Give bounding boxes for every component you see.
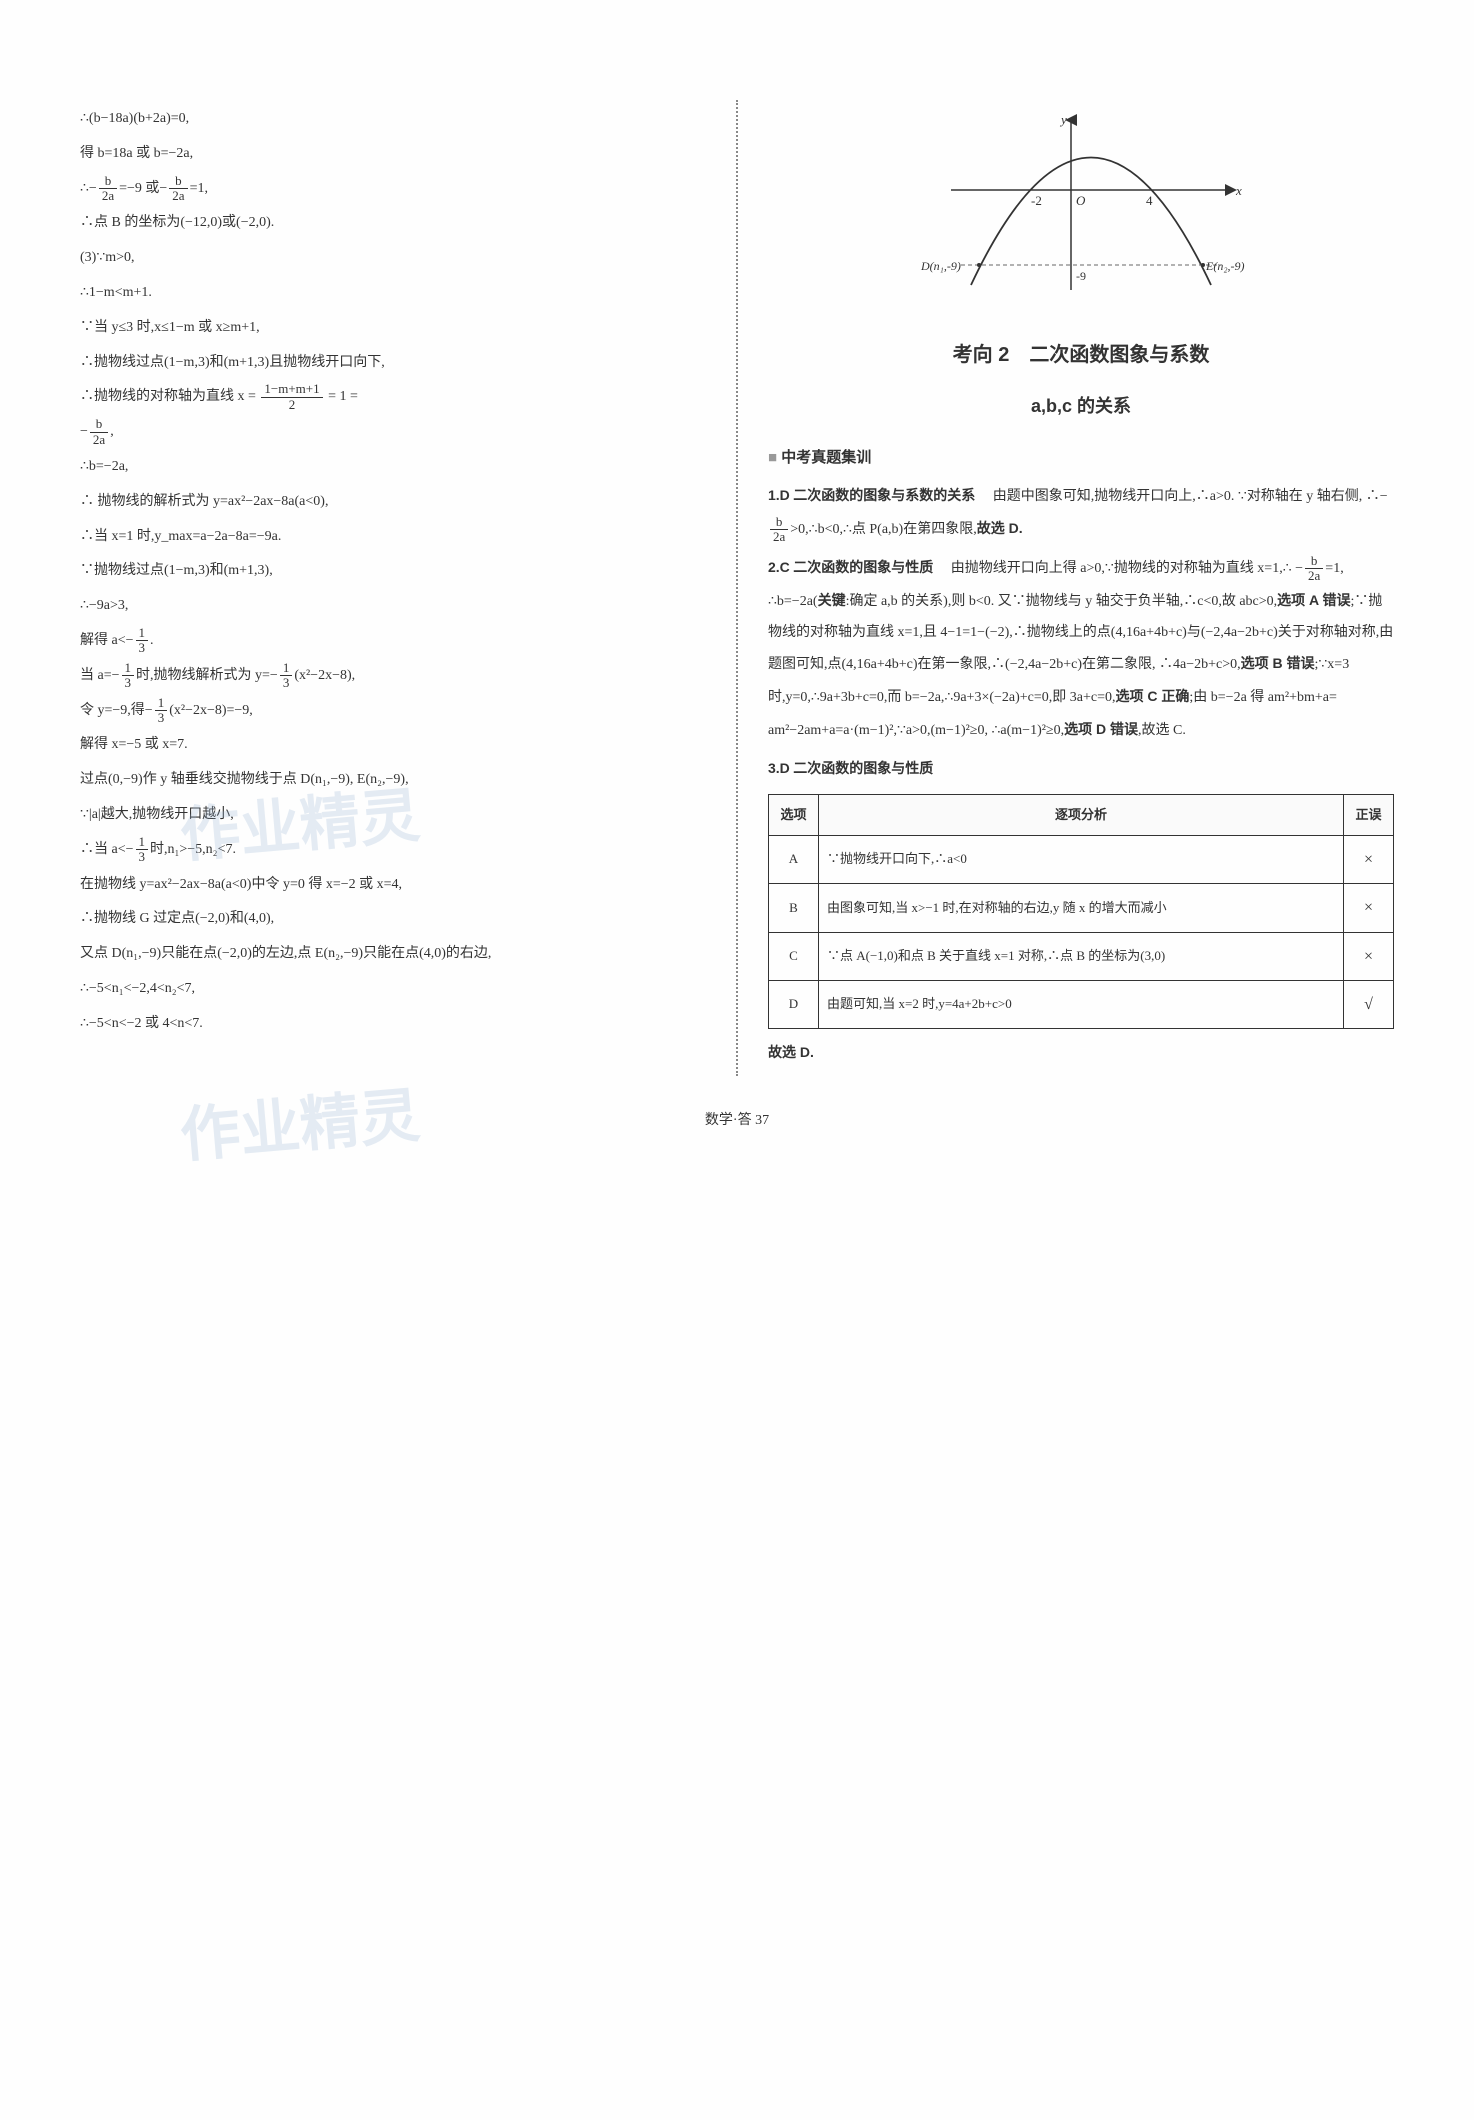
left-column: ∴(b−18a)(b+2a)=0, 得 b=18a 或 b=−2a, ∴−b2a…: [80, 100, 706, 1076]
table-header: 正误: [1344, 794, 1394, 836]
svg-text:-2: -2: [1031, 193, 1042, 208]
table-row: D 由题可知,当 x=2 时,y=4a+2b+c>0 √: [769, 980, 1394, 1028]
math-line: ∴点 B 的坐标为(−12,0)或(−2,0).: [80, 208, 706, 239]
table-header: 逐项分析: [819, 794, 1344, 836]
svg-text:4: 4: [1146, 193, 1153, 208]
page-footer: 数学·答 37: [80, 1106, 1394, 1137]
math-line: ∴ 抛物线的解析式为 y=ax²−2ax−8a(a<0),: [80, 487, 706, 518]
table-header: 选项: [769, 794, 819, 836]
svg-text:-9: -9: [1076, 269, 1086, 283]
math-line: −b2a,: [80, 417, 706, 448]
block-header: 中考真题集训: [768, 441, 1394, 474]
question-3: 3.D 二次函数的图象与性质: [768, 753, 1394, 786]
parabola-graph: -2 O 4 y x D(n₁,-9) -9 E(n₂,-9): [768, 110, 1394, 313]
math-line: 当 a=−13时,抛物线解析式为 y=−13(x²−2x−8),: [80, 661, 706, 692]
math-line: ∴1−m<m+1.: [80, 278, 706, 309]
math-line: ∴当 a<−13时,n₁>−5,n₂<7.: [80, 835, 706, 866]
math-line: 又点 D(n₁,−9)只能在点(−2,0)的左边,点 E(n₂,−9)只能在点(…: [80, 939, 706, 970]
math-line: ∴−5<n₁<−2,4<n₂<7,: [80, 974, 706, 1005]
math-line: ∴抛物线 G 过定点(−2,0)和(4,0),: [80, 904, 706, 935]
math-line: 解得 x=−5 或 x=7.: [80, 730, 706, 761]
math-line: (3)∵m>0,: [80, 243, 706, 274]
column-divider: [736, 100, 738, 1076]
math-line: ∴b=−2a,: [80, 452, 706, 483]
math-line: 过点(0,−9)作 y 轴垂线交抛物线于点 D(n₁,−9), E(n₂,−9)…: [80, 765, 706, 796]
section-subtitle: a,b,c 的关系: [768, 387, 1394, 427]
svg-text:D(n₁,-9): D(n₁,-9): [920, 259, 961, 273]
table-row: C ∵点 A(−1,0)和点 B 关于直线 x=1 对称,∴点 B 的坐标为(3…: [769, 932, 1394, 980]
math-line: ∴当 x=1 时,y_max=a−2a−8a=−9a.: [80, 522, 706, 553]
question-1: 1.D 二次函数的图象与系数的关系 由题中图象可知,抛物线开口向上,∴a>0. …: [768, 480, 1394, 546]
math-line: ∴抛物线过点(1−m,3)和(m+1,3)且抛物线开口向下,: [80, 348, 706, 379]
svg-text:E(n₂,-9): E(n₂,-9): [1205, 259, 1245, 273]
math-line: ∴(b−18a)(b+2a)=0,: [80, 104, 706, 135]
q3-conclusion: 故选 D.: [768, 1037, 1394, 1070]
table-row: B 由图象可知,当 x>−1 时,在对称轴的右边,y 随 x 的增大而减小 ×: [769, 884, 1394, 932]
math-line: ∵当 y≤3 时,x≤1−m 或 x≥m+1,: [80, 313, 706, 344]
math-line: 得 b=18a 或 b=−2a,: [80, 139, 706, 170]
svg-text:O: O: [1076, 193, 1086, 208]
math-line: ∵抛物线过点(1−m,3)和(m+1,3),: [80, 556, 706, 587]
math-line: 解得 a<−13.: [80, 626, 706, 657]
question-2: 2.C 二次函数的图象与性质 由抛物线开口向上得 a>0,∵抛物线的对称轴为直线…: [768, 552, 1394, 747]
svg-text:y: y: [1059, 112, 1067, 127]
right-column: -2 O 4 y x D(n₁,-9) -9 E(n₂,-9) 考向 2 二次函…: [768, 100, 1394, 1076]
page-container: ∴(b−18a)(b+2a)=0, 得 b=18a 或 b=−2a, ∴−b2a…: [80, 100, 1394, 1076]
section-title: 考向 2 二次函数图象与系数: [768, 333, 1394, 377]
math-line: ∴−9a>3,: [80, 591, 706, 622]
math-line: ∴−b2a=−9 或−b2a=1,: [80, 174, 706, 205]
math-line: ∴−5<n<−2 或 4<n<7.: [80, 1009, 706, 1040]
math-line: ∴抛物线的对称轴为直线 x = 1−m+m+12 = 1 =: [80, 382, 706, 413]
svg-text:x: x: [1235, 183, 1242, 198]
analysis-table: 选项 逐项分析 正误 A ∵抛物线开口向下,∴a<0 × B 由图象可知,当 x…: [768, 794, 1394, 1029]
math-line: 在抛物线 y=ax²−2ax−8a(a<0)中令 y=0 得 x=−2 或 x=…: [80, 870, 706, 901]
table-row: A ∵抛物线开口向下,∴a<0 ×: [769, 836, 1394, 884]
math-line: 令 y=−9,得−13(x²−2x−8)=−9,: [80, 696, 706, 727]
math-line: ∵|a|越大,抛物线开口越小,: [80, 800, 706, 831]
